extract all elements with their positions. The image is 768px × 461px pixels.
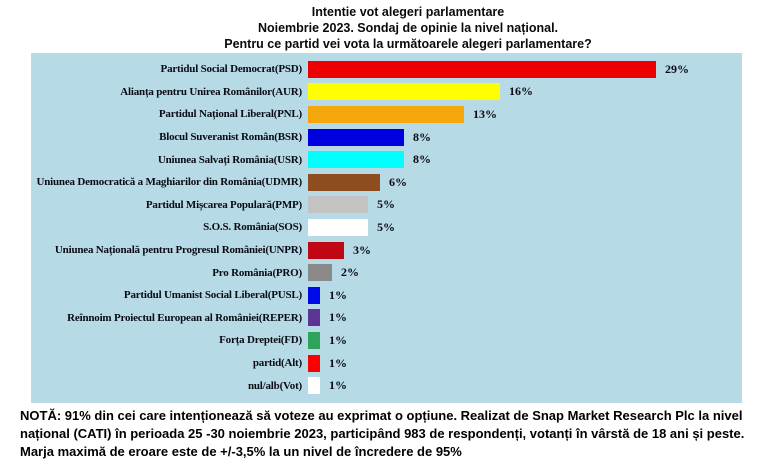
bar bbox=[308, 60, 656, 78]
bar-label: Forța Dreptei(FD) bbox=[219, 334, 302, 347]
bar-row: nul/alb(Vot) 1% bbox=[31, 374, 742, 397]
bar-value: 1% bbox=[329, 332, 347, 347]
bar-label: Uniunea Națională pentru Progresul Român… bbox=[54, 244, 302, 257]
bar-value: 1% bbox=[329, 355, 347, 370]
bar-row: Alianța pentru Unirea Românilor(AUR) 16% bbox=[31, 81, 742, 104]
bar bbox=[308, 331, 320, 349]
bar bbox=[308, 196, 368, 214]
bar-label: Partidul Social Democrat(PSD) bbox=[160, 63, 303, 76]
bar-label: Uniunea Democratică a Maghiarilor din Ro… bbox=[36, 176, 303, 189]
bar bbox=[308, 151, 404, 169]
bar-label: nul/alb(Vot) bbox=[247, 379, 302, 392]
bar bbox=[308, 264, 332, 282]
bar-value: 8% bbox=[413, 129, 431, 144]
bar-label: Uniunea Salvați România(USR) bbox=[157, 153, 302, 166]
bar-row: Partidul Social Democrat(PSD) 29% bbox=[31, 58, 742, 81]
bar-row: Uniunea Națională pentru Progresul Român… bbox=[31, 239, 742, 262]
bar bbox=[308, 105, 464, 123]
footnote-line-1: NOTĂ: 91% din cei care intenționează să … bbox=[20, 408, 743, 423]
bar-value: 16% bbox=[509, 84, 533, 99]
bar-row: S.O.S. România(SOS) 5% bbox=[31, 216, 742, 239]
footnote-line-2: național (CATI) în perioada 25 -30 noiem… bbox=[20, 426, 745, 441]
chart-plot-area: Partidul Social Democrat(PSD) 29% Alianța … bbox=[31, 53, 742, 403]
bar-row: Pro România(PRO) 2% bbox=[31, 261, 742, 284]
bar-label: Partidul Mișcarea Populară(PMP) bbox=[145, 198, 302, 211]
bar-label: Pro România(PRO) bbox=[212, 266, 302, 279]
bar-row: Partidul Național Liberal(PNL) 13% bbox=[31, 103, 742, 126]
bar-label: S.O.S. România(SOS) bbox=[203, 221, 302, 234]
bar-value: 1% bbox=[329, 287, 347, 302]
bar-row: Partidul Umanist Social Liberal(PUSL) 1% bbox=[31, 284, 742, 307]
bar-row: Uniunea Democratică a Maghiarilor din Ro… bbox=[31, 171, 742, 194]
bar-value: 1% bbox=[329, 310, 347, 325]
page-title: Intentie vot alegeri parlamentare Noiemb… bbox=[50, 4, 766, 52]
bar-value: 6% bbox=[389, 174, 407, 189]
bar-value: 5% bbox=[377, 219, 395, 234]
bar-label: Partidul Național Liberal(PNL) bbox=[158, 108, 302, 121]
bar bbox=[308, 377, 320, 395]
bar bbox=[308, 241, 344, 259]
bar bbox=[308, 83, 500, 101]
bar-label: Reînnoim Proiectul European al României(… bbox=[67, 311, 302, 324]
footnote: NOTĂ: 91% din cei care intenționează să … bbox=[20, 407, 762, 461]
bar-value: 8% bbox=[413, 152, 431, 167]
bar-row: Partidul Mișcarea Populară(PMP) 5% bbox=[31, 194, 742, 217]
bar bbox=[308, 128, 404, 146]
bar-rows-container: Partidul Social Democrat(PSD) 29% Alianța … bbox=[31, 53, 742, 403]
bar-label: partid(Alt) bbox=[252, 357, 302, 370]
title-line-2: Noiembrie 2023. Sondaj de opinie la nive… bbox=[257, 21, 559, 35]
bar-row: Uniunea Salvați România(USR) 8% bbox=[31, 148, 742, 171]
footnote-line-3: Marja maximă de eroare este de +/-3,5% l… bbox=[20, 444, 462, 459]
bar-value: 13% bbox=[473, 106, 497, 121]
bar-row: Blocul Suveranist Român(BSR) 8% bbox=[31, 126, 742, 149]
bar bbox=[308, 218, 368, 236]
bar bbox=[308, 354, 320, 372]
bar-value: 1% bbox=[329, 378, 347, 393]
bar-label: Blocul Suveranist Român(BSR) bbox=[159, 131, 302, 144]
title-line-1: Intentie vot alegeri parlamentare bbox=[311, 5, 505, 19]
bar bbox=[308, 309, 320, 327]
bar-value: 3% bbox=[353, 242, 371, 257]
bar bbox=[308, 286, 320, 304]
bar-value: 2% bbox=[341, 265, 359, 280]
bar-value: 29% bbox=[665, 61, 689, 76]
bar-value: 5% bbox=[377, 197, 395, 212]
bar-label: Partidul Umanist Social Liberal(PUSL) bbox=[123, 289, 302, 302]
bar-row: Forța Dreptei(FD) 1% bbox=[31, 329, 742, 352]
bar bbox=[308, 173, 380, 191]
title-line-3: Pentru ce partid vei vota la următoarele… bbox=[224, 37, 592, 51]
bar-row: partid(Alt) 1% bbox=[31, 352, 742, 375]
bar-label: Alianța pentru Unirea Românilor(AUR) bbox=[120, 85, 302, 98]
bar-row: Reînnoim Proiectul European al României(… bbox=[31, 307, 742, 330]
